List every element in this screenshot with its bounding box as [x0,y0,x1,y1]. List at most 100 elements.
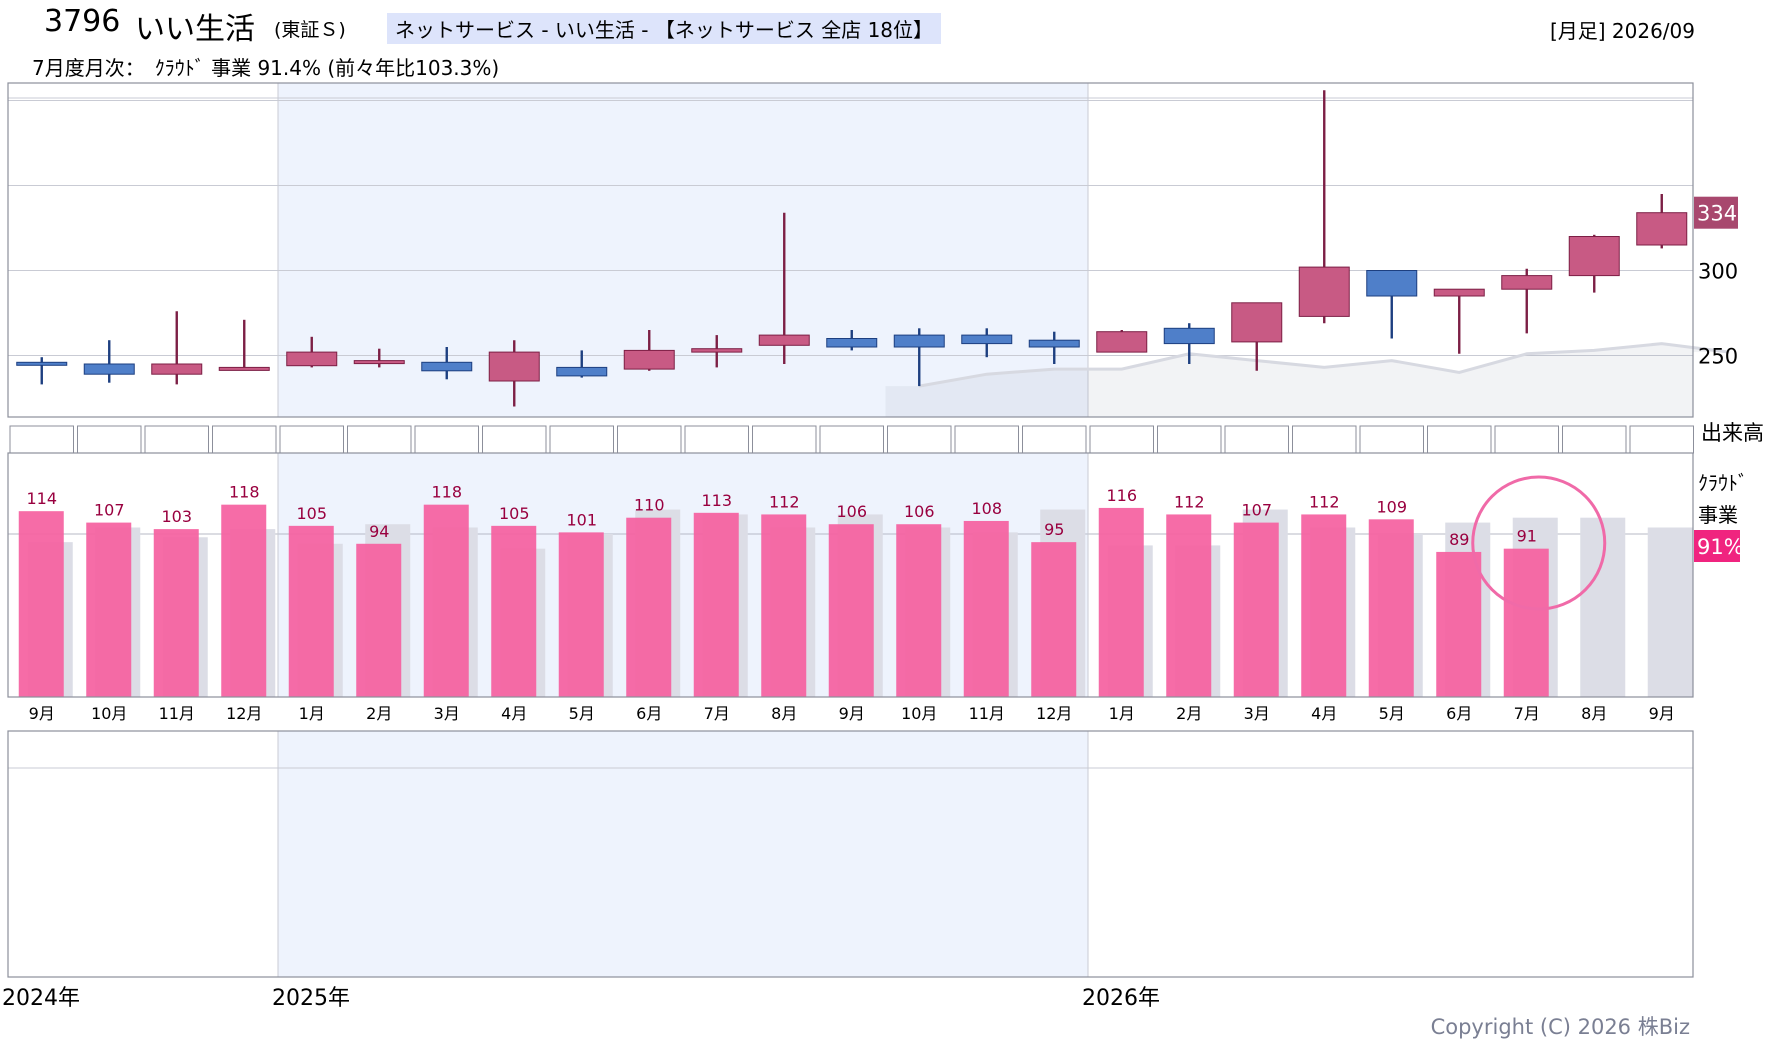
month-tick-label: 9月 [1649,704,1675,723]
bar-current [1031,542,1077,697]
moving-average-area [885,343,1730,417]
current-pct-label: 91% [1697,535,1744,559]
month-tick-label: 10月 [901,704,937,723]
monthly-bar-panel: 114 107 103 118 105 94 118 105 101 110 113 112 106 10… [18,475,1744,697]
month-tick-label: 7月 [704,704,730,723]
month-tick-label: 7月 [1514,704,1540,723]
year-label: 2026年 [1082,986,1160,1011]
candle-body [1163,327,1215,345]
bar-current [1301,514,1347,697]
candle-body [893,334,945,348]
candle-body [1568,236,1620,277]
bar-current [1503,548,1549,697]
candle-body [353,360,405,365]
candle-body [556,366,608,377]
bar-current [18,511,64,697]
month-tick-label: 12月 [1036,704,1072,723]
bar-value-label: 103 [161,507,192,526]
lower-panel [7,82,1694,978]
month-tick-label: 12月 [226,704,262,723]
bar-value-label: 107 [1241,501,1272,520]
bar-value-label: 89 [1449,530,1469,549]
month-tick-label: 5月 [1379,704,1405,723]
bar-current [558,532,604,697]
bar-prior-year [1580,517,1626,697]
month-tick-label: 9月 [29,704,55,723]
panel-frame [7,452,1694,698]
year-shade-2025 [278,453,1088,697]
bar-current [626,517,672,697]
candle-body [1433,288,1485,297]
bar-value-label: 112 [1174,492,1205,511]
candle-body [286,351,338,367]
bar-value-label: 114 [26,489,57,508]
month-tick-label: 1月 [1109,704,1135,723]
month-tick-label: 2月 [1176,704,1202,723]
volume-cell [684,425,749,454]
bar-value-label: 95 [1044,520,1064,539]
volume-panel [9,425,1694,454]
volume-cell [819,425,884,454]
candle-body [83,363,135,375]
volume-cell [1157,425,1222,454]
candle-body [1298,266,1350,317]
volume-cell [347,425,412,454]
year-shade-2025 [278,731,1088,977]
volume-cell [1629,425,1694,454]
month-axis: 9月 10月 11月 12月 1月 2月 3月 4月 5月 6月 7月 8月 9月 10月 11月 12月 1月… [2,704,1675,1011]
bar-value-label: 105 [296,504,327,523]
bar-current [828,524,874,697]
bar-current [693,512,739,697]
volume-cell [1562,425,1627,454]
month-tick-label: 9月 [839,704,865,723]
bar-current [1098,507,1144,697]
bar-current [1233,522,1279,697]
candle-body [623,349,675,370]
month-tick-label: 4月 [501,704,527,723]
volume-cell [1022,425,1087,454]
candle-body [488,351,540,382]
volume-cell [954,425,1019,454]
bar-value-label: 118 [229,483,260,502]
candle-body [421,361,473,372]
volume-label: 出来高 [1701,421,1764,445]
candle-body [758,334,810,346]
month-tick-label: 1月 [299,704,325,723]
bar-current [221,504,267,697]
current-pct-badge [1694,530,1740,562]
year-label: 2024年 [2,986,80,1011]
candle-body [218,366,270,371]
bar-value-label: 113 [701,491,732,510]
copyright: Copyright (C) 2026 株Biz [1430,1015,1690,1039]
volume-cell [1494,425,1559,454]
volume-cell [1359,425,1424,454]
month-tick-label: 3月 [1244,704,1270,723]
bar-value-label: 94 [369,522,389,541]
year-shade-2025 [278,83,1088,417]
bar-value-label: 91 [1517,527,1537,546]
volume-cell [279,425,344,454]
monthly-summary: 7月度月次： ｸﾗｳﾄﾞ 事業 91.4% (前々年比103.3%) [32,56,500,80]
volume-cell [9,425,74,454]
bar-value-label: 101 [566,510,597,529]
moving-average-line [918,342,1730,388]
month-tick-label: 2月 [366,704,392,723]
bar-value-label: 108 [971,499,1002,518]
chart-frames [8,83,1693,977]
candle-body [16,361,68,366]
bar-value-label: 112 [1309,492,1340,511]
bar-value-label: 105 [499,504,530,523]
price-tick-label: 300 [1698,260,1738,284]
period-label: [月足] 2026/09 [1549,19,1695,43]
sector-tag[interactable]: ネットサービス - いい生活 - 【ネットサービス 全店 18位】 [387,13,942,44]
segment-label-line2: 事業 [1698,503,1738,527]
volume-cell [549,425,614,454]
last-price-label: 334 [1697,202,1737,226]
bar-value-label: 106 [836,502,867,521]
bar-value-label: 107 [94,501,125,520]
price-panel: 250 300 334 [16,90,1738,417]
bar-value-label: 112 [769,492,800,511]
month-tick-label: 11月 [969,704,1005,723]
